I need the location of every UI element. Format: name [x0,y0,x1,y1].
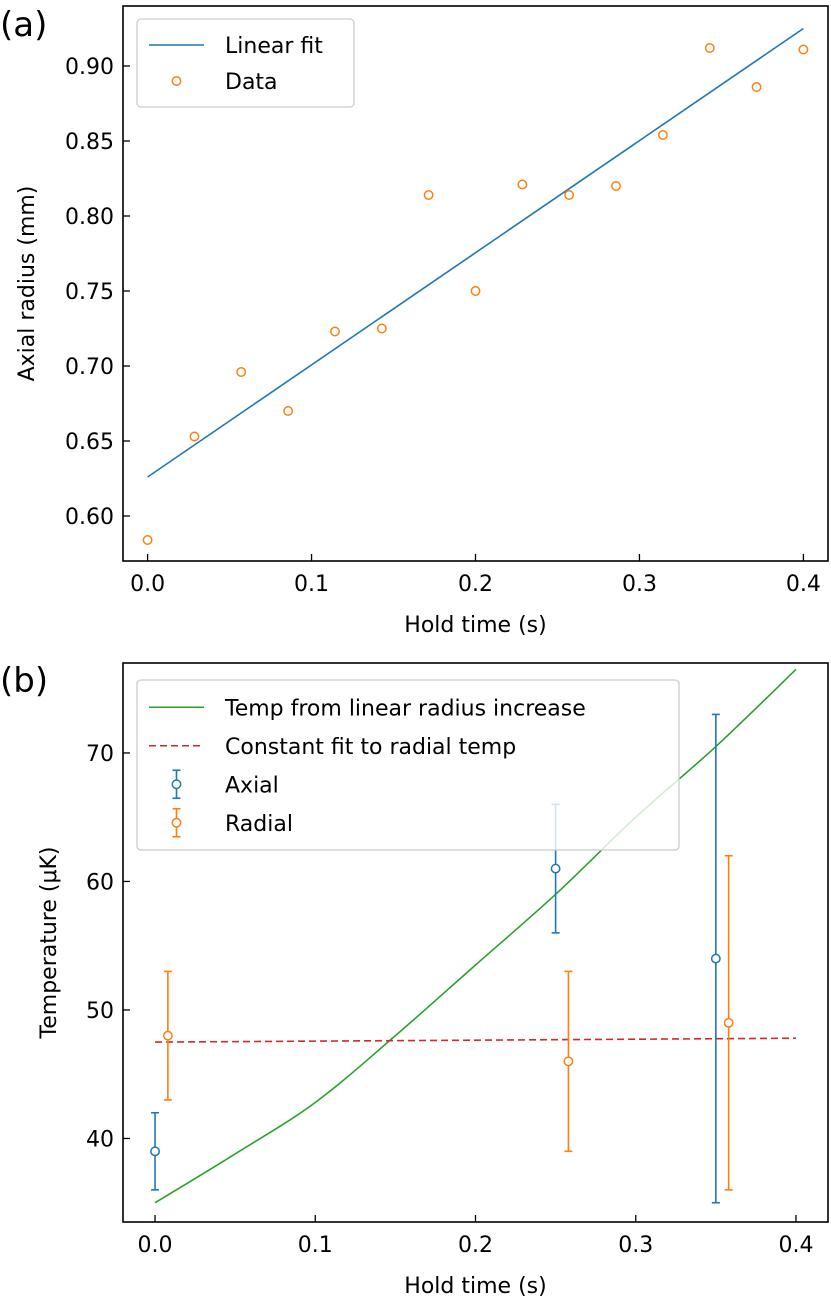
data-point [751,82,762,92]
x-tick-label: 0.0 [130,572,165,597]
x-tick-label: 0.0 [138,1233,173,1258]
legend-swatch-marker [171,779,182,790]
data-point [710,953,721,964]
data-point [330,326,340,337]
y-tick-label: 60 [86,870,114,895]
x-tick-label: 0.3 [618,1233,653,1258]
legend-swatch-marker [171,817,182,828]
data-point [150,1146,160,1157]
data-point [723,1017,734,1028]
legend-entry-label: Constant fit to radial temp [225,735,516,760]
data-point [563,1056,574,1067]
data-point [376,323,387,334]
y-tick-label: 70 [86,742,114,767]
legend-swatch-marker [171,76,182,86]
panel-b-chart: (b) 0.0 0.1 0.2 0.3 0.4 40 50 60 70 Hold time (s) T… [0,661,829,1299]
data-point [470,286,481,296]
data-point [704,43,715,53]
y-axis-title: Axial radius (mm) [15,186,40,382]
legend-entry-label: Linear fit [225,34,323,59]
panel-a-chart: (a) 0.0 0.1 0.2 0.3 0.4 0.60 0.65 0.70 0.75 0.80 0.… [0,5,829,638]
y-axis-title: Temperature (μK) [37,847,62,1040]
data-point [142,535,153,545]
legend-entry-label: Temp from linear radius increase [224,696,586,721]
legend-frame [136,18,355,108]
data-point [283,406,294,416]
data-point [423,190,434,200]
data-point [189,431,200,442]
panel-label: (b) [0,661,48,701]
data-point [236,367,247,377]
x-tick-label: 0.4 [786,572,821,597]
panel-label: (a) [0,5,47,45]
x-tick-label: 0.3 [622,572,657,597]
series-curve-green [154,668,797,1204]
x-axis-title: Hold time (s) [404,613,546,638]
y-tick-label: 0.65 [65,430,114,455]
x-tick-label: 0.2 [458,1233,493,1258]
x-tick-label: 0.1 [294,572,329,597]
data-point [517,179,528,190]
data-point [550,863,561,874]
data-point [162,1030,173,1041]
legend: Linear fit Data [136,18,355,108]
series-line-red [155,1037,796,1043]
y-tick-label: 0.90 [65,55,114,80]
legend: Temp from linear radius increase Constant… [136,679,680,851]
x-tick-label: 0.1 [298,1233,333,1258]
x-axis-title: Hold time (s) [404,1274,546,1299]
x-tick-label: 0.2 [458,572,493,597]
y-tick-label: 40 [86,1127,114,1152]
y-tick-label: 0.60 [65,505,114,530]
data-point [564,190,575,200]
data-point [657,130,668,140]
legend-entry-label: Axial [225,773,279,798]
legend-entry-label: Radial [225,812,293,837]
data-point [798,44,809,55]
legend-entry-label: Data [225,70,278,95]
y-tick-label: 0.75 [65,280,114,305]
y-tick-label: 0.85 [65,130,114,155]
y-tick-label: 0.80 [65,205,114,230]
legend-frame [136,679,680,851]
data-point [611,181,621,191]
y-tick-label: 50 [86,999,114,1024]
y-tick-label: 0.70 [65,355,114,380]
series-line-blue [147,27,804,478]
x-tick-label: 0.4 [778,1233,813,1258]
